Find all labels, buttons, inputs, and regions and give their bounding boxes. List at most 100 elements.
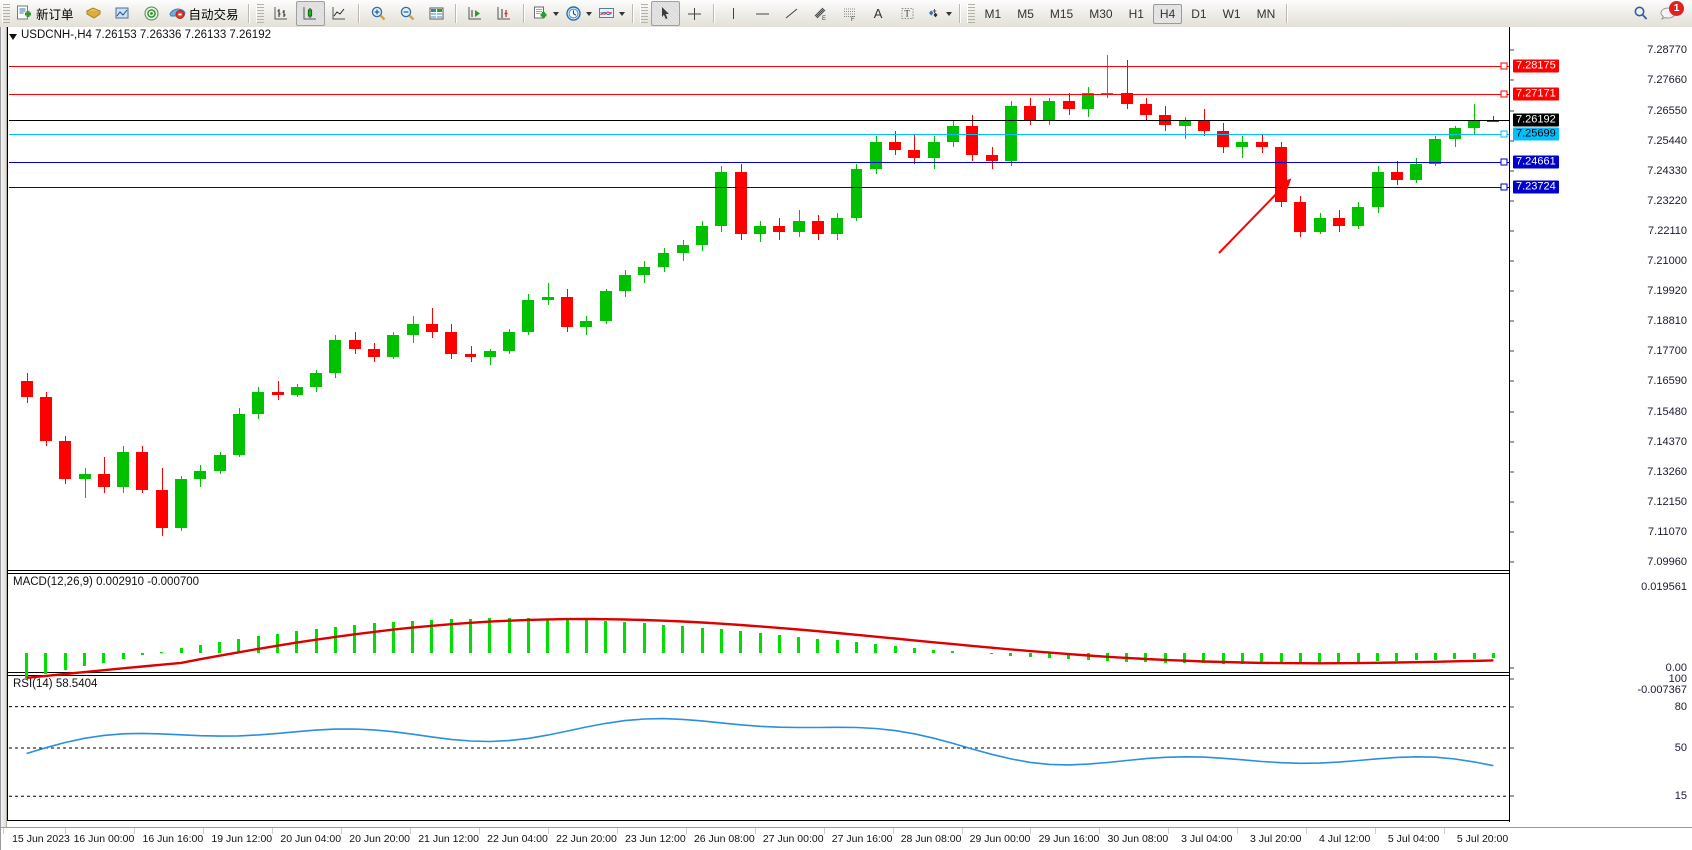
bar-chart-button[interactable] [267, 1, 296, 26]
candle-body [734, 171, 747, 235]
timeframe-h1[interactable]: H1 [1128, 6, 1144, 21]
support-lower-handle[interactable] [1500, 183, 1508, 191]
macd-histogram-bar [469, 618, 473, 653]
market-watch-icon [429, 7, 444, 20]
macd-pane-bottom-border [7, 672, 1510, 673]
timeframe-h4[interactable]: H4 [1152, 3, 1183, 24]
crosshair-button[interactable] [680, 1, 709, 26]
autotrading-button[interactable]: 自动交易 [166, 1, 244, 26]
candle-body [1255, 141, 1268, 148]
toolbar-grip[interactable] [2, 4, 10, 23]
shapes-chevron-down-icon[interactable] [945, 11, 952, 16]
trendline-button[interactable] [777, 1, 806, 26]
macd-histogram-bar [1433, 653, 1437, 660]
timeframe-m1[interactable]: M1 [984, 6, 1002, 21]
alerts-button[interactable]: 1 [1655, 1, 1684, 26]
macd-histogram-bar [1453, 653, 1457, 660]
candle-body [561, 296, 573, 327]
candle-body [78, 473, 91, 480]
rsi-tick-mark [1510, 706, 1514, 708]
text-button[interactable]: A [864, 1, 893, 26]
search-button[interactable] [1626, 1, 1655, 26]
candle-body [483, 351, 496, 357]
timeframe-m5[interactable]: M5 [1017, 6, 1034, 21]
scroll-end-button[interactable] [461, 1, 490, 26]
horizontal-line-button[interactable] [748, 1, 777, 26]
toolbar-separator-7 [958, 4, 961, 23]
trend-arrow[interactable] [7, 27, 1507, 827]
timeframe-d1[interactable]: D1 [1191, 6, 1207, 21]
templates-button[interactable] [529, 1, 562, 26]
resistance-upper-handle[interactable] [1500, 62, 1508, 70]
time-axis-label: 22 Jun 20:00 [556, 833, 617, 845]
data-window-icon [115, 7, 129, 19]
timeframe-m30[interactable]: M30 [1089, 6, 1113, 21]
candle-body [1004, 106, 1017, 161]
text-label-button[interactable]: T [893, 1, 922, 26]
chart-shift-button[interactable] [490, 1, 519, 26]
candle-body [618, 275, 631, 292]
macd-histogram-bar [1260, 653, 1264, 664]
candle-body [850, 169, 863, 218]
market-watch-button[interactable] [422, 1, 451, 26]
candle-body [464, 353, 477, 357]
zoom-out-button[interactable] [393, 1, 422, 26]
time-axis-label: 16 Jun 00:00 [73, 833, 135, 845]
alert-badge: 1 [1669, 1, 1684, 16]
candle-body [1024, 106, 1037, 121]
period-button[interactable] [562, 1, 595, 26]
bid-line-line[interactable] [9, 120, 1509, 122]
support-upper-handle[interactable] [1500, 158, 1508, 166]
zoom-in-button[interactable] [364, 1, 393, 26]
ask-line-handle[interactable] [1500, 130, 1508, 138]
timeframe-w1[interactable]: W1 [1222, 6, 1241, 21]
search-icon [1634, 6, 1648, 20]
support-lower-line[interactable] [9, 187, 1509, 189]
timeframe-mn[interactable]: MN [1256, 6, 1276, 21]
macd-histogram-bar [893, 646, 897, 653]
fibonacci-icon: F [843, 8, 855, 22]
macd-histogram-bar [179, 648, 183, 653]
ask-line-line[interactable] [9, 133, 1509, 135]
price-tick-label: 7.28770 [1647, 44, 1687, 57]
macd-histogram-bar [353, 625, 357, 653]
rsi-pane-top-border [7, 675, 1510, 676]
fibonacci-button[interactable]: F [835, 1, 864, 26]
candle-body [387, 334, 400, 357]
templates-chevron-down-icon[interactable] [552, 11, 559, 16]
indicators-chevron-down-icon[interactable] [618, 11, 625, 16]
navigator-button[interactable] [137, 1, 166, 26]
support-upper-line[interactable] [9, 161, 1509, 163]
chart-plot-area[interactable]: USDCNH-,H4 7.26153 7.26336 7.26133 7.261… [7, 27, 1692, 850]
timeframe-m15[interactable]: M15 [1049, 6, 1074, 21]
chart-collapse-icon[interactable] [9, 34, 17, 40]
macd-histogram-bar [662, 624, 665, 653]
indicators-button[interactable] [595, 1, 628, 26]
candle-body [792, 220, 805, 232]
svg-text:F: F [851, 17, 855, 22]
support-upper-price-label: 7.24661 [1513, 155, 1559, 169]
line-chart-button[interactable] [325, 1, 354, 26]
draw-toolbar-grip[interactable] [639, 4, 648, 23]
cursor-button[interactable] [650, 1, 680, 26]
resistance-lower-line[interactable] [9, 93, 1509, 95]
shapes-button[interactable] [922, 1, 955, 26]
candlestick-chart-button[interactable] [295, 1, 325, 26]
period-chevron-down-icon[interactable] [585, 11, 592, 16]
period-toolbar-grip[interactable] [966, 4, 975, 23]
chart-scroll-grip[interactable] [1, 27, 7, 850]
rsi-tick-mark [1510, 678, 1514, 680]
vertical-line-button[interactable] [719, 1, 748, 26]
new-order-button[interactable]: 新订单 [13, 1, 79, 26]
macd-histogram-bar [1472, 653, 1476, 659]
candle-body [252, 392, 265, 414]
resistance-upper-line[interactable] [9, 66, 1509, 68]
chart-toolbar-grip[interactable] [255, 4, 264, 23]
time-axis-separator [892, 828, 894, 834]
expert-advisor-button[interactable] [79, 1, 108, 26]
rsi-axis-label: 50 [1674, 742, 1687, 754]
data-window-button[interactable] [108, 1, 137, 26]
resistance-lower-handle[interactable] [1500, 90, 1508, 98]
equidistant-channel-button[interactable]: E [806, 1, 835, 26]
price-tick-label: 7.15480 [1647, 405, 1687, 418]
